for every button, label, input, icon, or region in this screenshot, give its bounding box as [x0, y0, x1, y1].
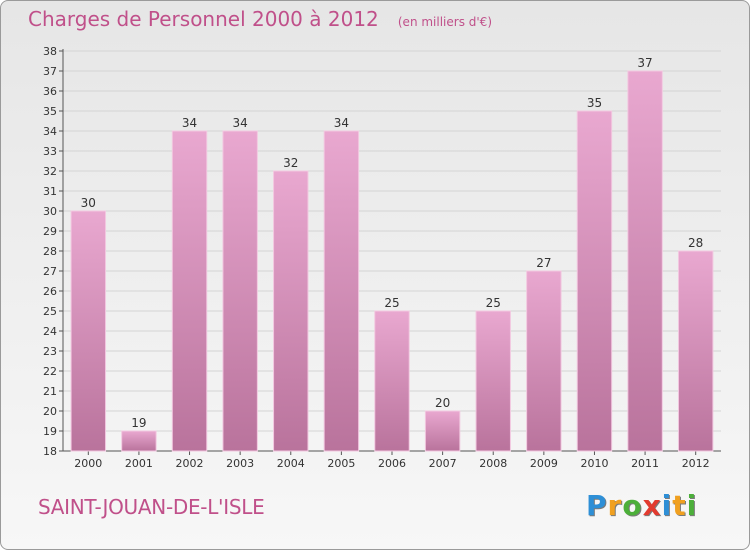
data-label: 30	[81, 196, 96, 210]
data-label: 27	[536, 256, 551, 270]
x-tick-label: 2010	[580, 457, 608, 470]
data-label: 35	[587, 96, 602, 110]
x-tick-label: 2003	[226, 457, 254, 470]
bar	[475, 310, 511, 452]
logo-letter: t	[672, 489, 687, 522]
bar	[273, 170, 309, 452]
y-tick-label: 25	[43, 305, 57, 318]
bar	[627, 70, 663, 452]
logo-letter: i	[686, 489, 698, 522]
x-tick-label: 2001	[125, 457, 153, 470]
data-label: 28	[688, 236, 703, 250]
bar	[70, 210, 107, 452]
y-tick-label: 21	[43, 385, 57, 398]
x-tick-label: 2000	[74, 457, 102, 470]
bar	[323, 130, 360, 452]
x-tick-label: 2012	[682, 457, 710, 470]
y-tick-label: 23	[43, 345, 57, 358]
y-tick-label: 24	[43, 325, 57, 338]
logo-letter: x	[642, 489, 662, 522]
data-label: 34	[233, 116, 248, 130]
bars	[70, 70, 714, 452]
data-label: 25	[486, 296, 501, 310]
y-tick-label: 26	[43, 285, 57, 298]
y-tick-label: 31	[43, 185, 57, 198]
logo-letter: P	[586, 489, 608, 522]
chart-unit: (en milliers d'€)	[397, 15, 492, 29]
y-tick-label: 33	[43, 145, 57, 158]
logo-letter: r	[607, 489, 623, 522]
y-tick-label: 32	[43, 165, 57, 178]
y-tick-label: 34	[43, 125, 57, 138]
data-label: 20	[435, 396, 450, 410]
y-tick-label: 20	[43, 405, 57, 418]
data-label: 37	[637, 56, 652, 70]
y-tick-label: 36	[43, 85, 57, 98]
bar	[222, 130, 258, 452]
data-label: 34	[334, 116, 349, 130]
y-tick-label: 35	[43, 105, 57, 118]
y-tick-label: 28	[43, 245, 57, 258]
bar	[576, 110, 613, 452]
data-label: 32	[283, 156, 298, 170]
y-tick-label: 22	[43, 365, 57, 378]
logo-letter: o	[622, 489, 643, 522]
data-labels: 30 19 34 34 32 34 25 20 25 27 35 37 28	[81, 56, 704, 430]
commune-name: SAINT-JOUAN-DE-L'ISLE	[38, 495, 265, 519]
y-tick-label: 29	[43, 225, 57, 238]
data-label: 34	[182, 116, 197, 130]
x-tick-label: 2009	[530, 457, 558, 470]
x-tick-label: 2004	[277, 457, 305, 470]
title-row: Charges de Personnel 2000 à 2012 (en mil…	[28, 7, 492, 31]
x-tick-label: 2005	[327, 457, 355, 470]
data-label: 25	[384, 296, 399, 310]
y-tick-label: 18	[43, 445, 57, 458]
bar	[171, 130, 208, 452]
logo-letter: i	[661, 489, 673, 522]
x-tick-label: 2008	[479, 457, 507, 470]
bar	[374, 310, 410, 452]
y-tick-label: 37	[43, 65, 57, 78]
y-tick-label: 30	[43, 205, 57, 218]
data-label: 19	[131, 416, 146, 430]
bar	[424, 410, 461, 452]
bar	[677, 250, 714, 452]
x-tick-label: 2007	[429, 457, 457, 470]
y-tick-label: 19	[43, 425, 57, 438]
bar	[121, 430, 157, 452]
x-tick-label: 2002	[176, 457, 204, 470]
proxiti-logo[interactable]: Proxiti	[586, 489, 697, 522]
x-tick-label: 2011	[631, 457, 659, 470]
y-tick-label: 38	[43, 45, 57, 58]
chart-title: Charges de Personnel 2000 à 2012	[28, 7, 379, 31]
y-tick-label: 27	[43, 265, 57, 278]
x-tick-label: 2006	[378, 457, 406, 470]
bar	[526, 270, 562, 452]
